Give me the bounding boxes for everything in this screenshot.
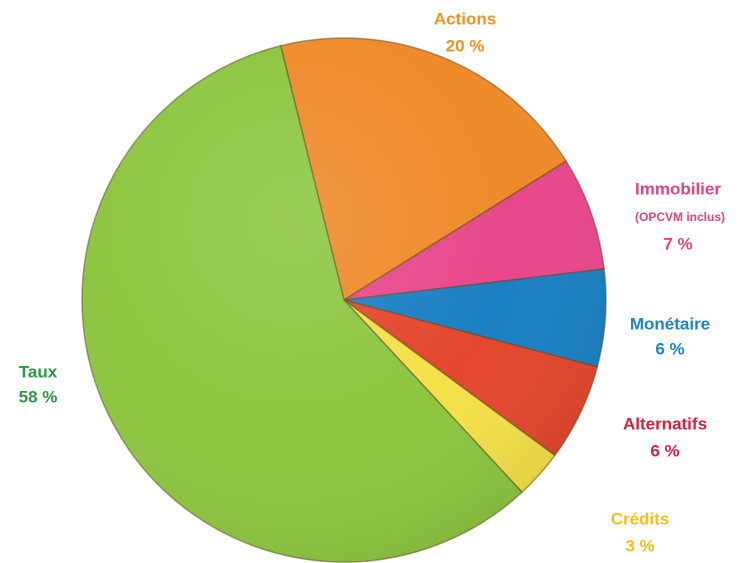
slice-value-label: 7 % xyxy=(663,234,692,253)
slice-value-label: 6 % xyxy=(650,441,679,460)
slice-annotation: (OPCVM inclus) xyxy=(635,210,725,224)
slice-label: Taux xyxy=(19,362,58,381)
slice-label: Alternatifs xyxy=(623,414,707,433)
slice-label: Actions xyxy=(434,9,496,28)
slice-value-label: 58 % xyxy=(19,387,58,406)
slice-value-label: 3 % xyxy=(625,536,654,555)
slice-label: Immobilier xyxy=(635,179,721,198)
slice-value-label: 6 % xyxy=(655,339,684,358)
slice-value-label: 20 % xyxy=(446,36,485,55)
slice-label: Monétaire xyxy=(630,314,710,333)
slice-label: Crédits xyxy=(611,509,670,528)
